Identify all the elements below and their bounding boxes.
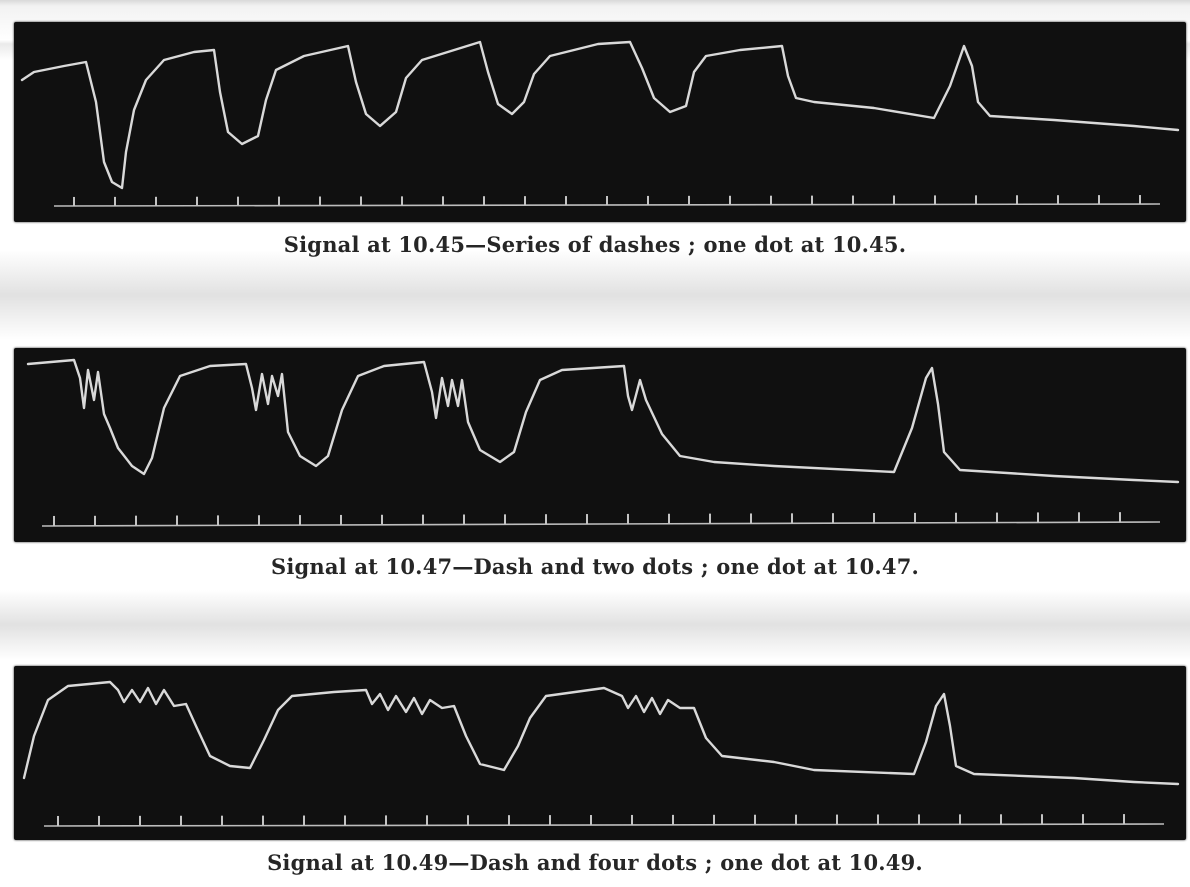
caption-2: Signal at 10.47—Dash and two dots ; one … <box>270 554 920 579</box>
signal-strip-3 <box>14 666 1186 840</box>
paper-shadow-band <box>0 590 1190 660</box>
signal-trace-1 <box>20 40 1180 207</box>
signal-trace-2 <box>26 358 1180 527</box>
trace-line <box>26 358 1180 484</box>
time-baseline <box>41 521 1161 527</box>
signal-strip-2 <box>14 348 1186 542</box>
paper-shadow-band <box>0 250 1190 340</box>
signal-trace-3 <box>22 680 1180 827</box>
signal-strip-1 <box>14 22 1186 222</box>
caption-3: Signal at 10.49—Dash and four dots ; one… <box>267 850 923 875</box>
trace-line <box>22 680 1180 786</box>
time-baseline <box>53 203 1161 207</box>
time-baseline <box>43 823 1165 827</box>
caption-1: Signal at 10.45—Series of dashes ; one d… <box>283 232 907 257</box>
trace-line <box>20 40 1180 190</box>
